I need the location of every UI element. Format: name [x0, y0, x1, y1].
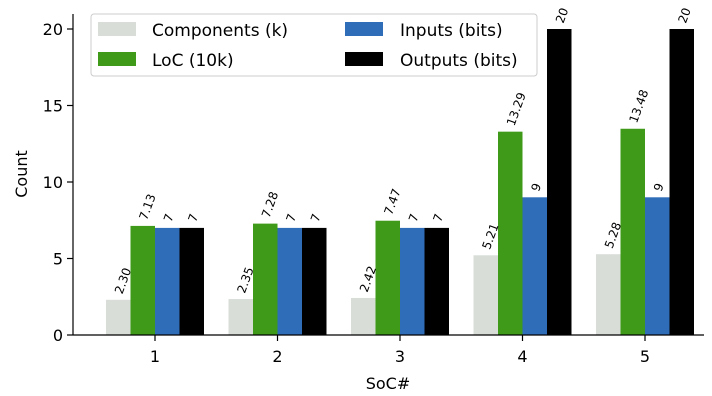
data-label-loc-1: 7.13: [136, 192, 158, 222]
data-label-inputs-1: 7: [161, 212, 177, 224]
data-label-outputs-5: 20: [675, 6, 693, 25]
x-tick-label-4: 4: [517, 347, 527, 366]
bar-components-3: [351, 297, 376, 335]
bar-inputs-4: [522, 197, 547, 335]
bar-outputs-2: [302, 227, 327, 335]
x-tick-label-1: 1: [150, 347, 160, 366]
bar-components-1: [106, 299, 131, 335]
y-tick-label-0: 0: [53, 326, 63, 345]
bar-inputs-5: [645, 197, 670, 335]
axes: [72, 14, 704, 336]
data-label-inputs-5: 9: [651, 181, 667, 193]
legend-label-components: Components (k): [152, 21, 288, 41]
data-label-loc-3: 7.47: [381, 187, 403, 217]
bar-outputs-1: [179, 227, 204, 335]
data-label-inputs-3: 7: [406, 212, 422, 224]
data-label-loc-2: 7.28: [259, 190, 281, 220]
data-label-outputs-4: 20: [553, 6, 571, 25]
x-ticks: 1 2 3 4 5: [150, 335, 650, 366]
bar-inputs-3: [400, 227, 425, 335]
bar-components-4: [473, 255, 498, 335]
legend-swatch-outputs: [345, 52, 383, 66]
x-tick-label-3: 3: [395, 347, 405, 366]
legend-label-outputs: Outputs (bits): [400, 51, 518, 71]
y-axis-label: Count: [12, 150, 31, 198]
bar-outputs-3: [424, 227, 449, 335]
legend-swatch-inputs: [345, 22, 383, 36]
y-tick-label-10: 10: [43, 173, 63, 192]
bar-inputs-2: [277, 227, 302, 335]
legend-swatch-components: [98, 22, 136, 36]
x-tick-label-2: 2: [272, 347, 282, 366]
data-label-inputs-2: 7: [283, 212, 299, 224]
data-label-inputs-4: 9: [528, 181, 544, 193]
legend: Components (k) LoC (10k) Inputs (bits) O…: [90, 13, 538, 77]
bar-loc-3: [375, 220, 400, 335]
y-ticks: 0 5 10 15 20: [43, 20, 73, 345]
legend-frame: [90, 13, 538, 77]
y-tick-label-20: 20: [43, 20, 63, 39]
bar-inputs-1: [155, 227, 180, 335]
y-tick-label-15: 15: [43, 97, 63, 116]
x-tick-label-5: 5: [640, 347, 650, 366]
bar-components-2: [228, 299, 253, 335]
bar-loc-5: [620, 128, 645, 335]
data-label-outputs-1: 7: [185, 212, 201, 224]
legend-label-loc: LoC (10k): [152, 51, 234, 71]
y-tick-label-5: 5: [53, 250, 63, 269]
bar-components-5: [596, 254, 621, 335]
legend-swatch-loc: [98, 52, 136, 66]
data-label-outputs-2: 7: [308, 212, 324, 224]
bar-loc-2: [253, 223, 278, 335]
bar-outputs-4: [547, 29, 572, 335]
bar-loc-1: [130, 225, 155, 335]
data-label-outputs-3: 7: [430, 212, 446, 224]
bars-group: [106, 29, 694, 335]
data-label-loc-4: 13.29: [504, 91, 529, 128]
bar-loc-4: [498, 131, 523, 335]
data-label-loc-5: 13.48: [626, 88, 651, 125]
bar-outputs-5: [669, 29, 694, 335]
x-axis-label: SoC#: [366, 374, 411, 393]
legend-label-inputs: Inputs (bits): [400, 21, 503, 41]
